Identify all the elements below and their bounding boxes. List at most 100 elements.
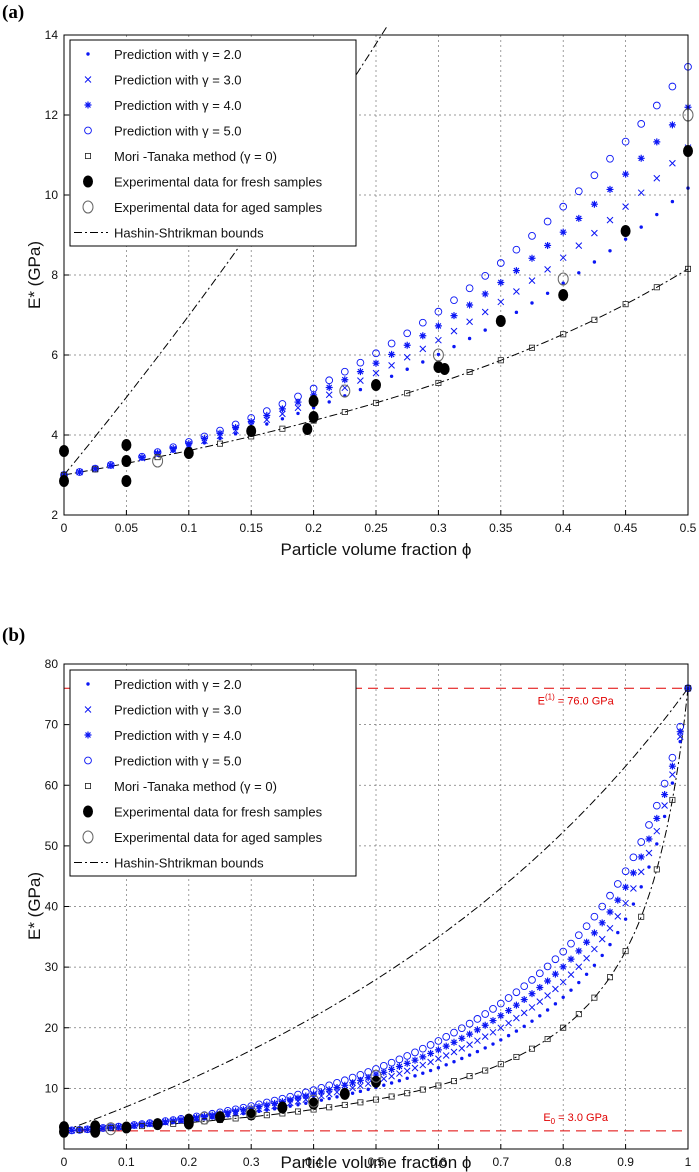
series-point-gamma-5 bbox=[372, 1065, 380, 1073]
reference-line-label: E(1) = 76.0 GPa bbox=[538, 692, 615, 707]
series-point-gamma-2 bbox=[327, 1096, 331, 1101]
series-point-gamma-4 bbox=[310, 1090, 318, 1098]
series-point-gamma-4 bbox=[263, 411, 271, 419]
series-point-gamma-2 bbox=[265, 1108, 269, 1112]
x-tick-label: 0.5 bbox=[368, 1155, 385, 1169]
series-point-gamma-2 bbox=[452, 344, 456, 349]
series-point-gamma-2 bbox=[577, 980, 581, 985]
series-point-gamma-2 bbox=[600, 953, 604, 958]
series-point-gamma-3 bbox=[481, 308, 489, 316]
series-point-gamma-4 bbox=[208, 1111, 216, 1119]
series-point-gamma-4 bbox=[107, 1123, 115, 1131]
legend-label: Experimental data for fresh samples bbox=[114, 805, 323, 820]
series-point-gamma-2 bbox=[499, 1038, 503, 1042]
series-point-gamma-4 bbox=[466, 301, 474, 309]
series-point-gamma-2 bbox=[592, 260, 597, 264]
series-point-gamma-4 bbox=[169, 445, 177, 453]
y-tick-label: 40 bbox=[45, 900, 59, 914]
ticks-a: 0 0.05 0.1 0.15 0.2 0.25 0.3 0.35 0.4 0.45 0.5 2 4 6 8… bbox=[45, 28, 697, 535]
series-point-gamma-0 bbox=[435, 379, 442, 386]
series-point-gamma-3 bbox=[411, 1064, 419, 1072]
series-point-gamma-4 bbox=[528, 990, 536, 998]
legend-label: Hashin-Shtrikman bounds bbox=[114, 226, 264, 241]
experimental-aged-point bbox=[557, 272, 569, 286]
series-point-gamma-5 bbox=[520, 982, 529, 991]
experimental-fresh-point bbox=[371, 379, 381, 391]
series-point-gamma-5 bbox=[504, 994, 513, 1002]
series-point-gamma-3 bbox=[279, 410, 286, 418]
series-point-gamma-5 bbox=[496, 259, 505, 267]
legend-label: Experimental data for aged samples bbox=[114, 830, 323, 845]
x-tick-label: 1 bbox=[685, 1155, 692, 1169]
legend-box bbox=[69, 39, 357, 247]
series-point-gamma-5 bbox=[340, 1076, 349, 1085]
lines-a bbox=[63, 25, 689, 476]
series-point-gamma-0 bbox=[622, 948, 629, 955]
x-tick-label: 0.9 bbox=[617, 1155, 634, 1169]
series-point-gamma-4 bbox=[216, 429, 224, 437]
series-point-gamma-4 bbox=[76, 1126, 84, 1134]
series-point-gamma-2 bbox=[670, 199, 675, 204]
series-point-gamma-5 bbox=[169, 1116, 178, 1124]
series-point-gamma-3 bbox=[357, 377, 364, 384]
series-point-gamma-5 bbox=[403, 329, 412, 338]
experimental-fresh-point bbox=[308, 395, 319, 407]
series-point-gamma-4 bbox=[575, 947, 583, 955]
experimental-aged-point bbox=[105, 1122, 117, 1136]
legend-label: Experimental data for aged samples bbox=[114, 200, 323, 215]
experimental-fresh-point bbox=[215, 1111, 225, 1124]
series-point-gamma-5 bbox=[286, 1092, 295, 1101]
series-point-gamma-4 bbox=[544, 977, 552, 985]
series-point-gamma-5 bbox=[372, 349, 380, 358]
series-point-gamma-2 bbox=[530, 1019, 534, 1023]
series-point-gamma-3 bbox=[505, 1019, 512, 1027]
series-point-gamma-4 bbox=[247, 1104, 255, 1112]
x-tick-label: 0.1 bbox=[180, 521, 197, 535]
series-point-gamma-2 bbox=[678, 739, 682, 744]
series-point-gamma-2 bbox=[421, 360, 425, 364]
y-tick-label: 6 bbox=[51, 348, 58, 362]
x-axis-label-b: Particle volume fraction ϕ bbox=[281, 1153, 472, 1172]
series-point-gamma-3 bbox=[458, 1045, 466, 1052]
series-point-gamma-5 bbox=[465, 1019, 474, 1028]
series-point-gamma-5 bbox=[489, 1005, 497, 1013]
series-point-gamma-2 bbox=[491, 1042, 495, 1046]
series-point-gamma-5 bbox=[75, 468, 84, 476]
series-point-gamma-4 bbox=[497, 1012, 505, 1020]
series-point-gamma-2 bbox=[639, 225, 643, 229]
series-point-gamma-4 bbox=[419, 1053, 427, 1061]
series-point-gamma-4 bbox=[505, 1007, 513, 1015]
series-point-gamma-4 bbox=[427, 1049, 435, 1057]
legend-label: Prediction with γ = 5.0 bbox=[114, 754, 242, 769]
series-point-gamma-5 bbox=[551, 955, 560, 964]
series-point-gamma-4 bbox=[255, 1103, 263, 1111]
series-point-gamma-4 bbox=[567, 955, 575, 963]
series-point-gamma-0 bbox=[232, 1115, 239, 1122]
series-point-gamma-3 bbox=[466, 318, 473, 326]
series-point-gamma-2 bbox=[577, 271, 581, 275]
experimental-aged-point bbox=[308, 1094, 320, 1108]
series-point-gamma-3 bbox=[419, 1061, 427, 1069]
series-point-gamma-5 bbox=[138, 1120, 146, 1128]
series-point-gamma-5 bbox=[621, 867, 630, 876]
series-point-gamma-3 bbox=[653, 174, 661, 182]
series-point-gamma-4 bbox=[434, 1046, 442, 1054]
series-point-gamma-2 bbox=[389, 374, 394, 378]
series-point-gamma-5 bbox=[629, 853, 638, 862]
series-point-gamma-0 bbox=[341, 1101, 348, 1108]
series-point-gamma-5 bbox=[590, 912, 599, 921]
series-point-gamma-3 bbox=[520, 1009, 528, 1017]
series-point-gamma-0 bbox=[92, 466, 99, 473]
series-point-gamma-5 bbox=[512, 988, 521, 997]
series-point-gamma-5 bbox=[294, 392, 302, 401]
series-point-gamma-0 bbox=[450, 1078, 457, 1085]
series-point-gamma-5 bbox=[559, 947, 568, 956]
series-point-gamma-5 bbox=[465, 284, 474, 293]
legend-label: Mori -Tanaka method (γ = 0) bbox=[114, 149, 277, 164]
series-point-gamma-3 bbox=[294, 404, 302, 412]
series-point-gamma-5 bbox=[231, 1105, 240, 1114]
series-point-gamma-3 bbox=[637, 868, 645, 876]
series-point-gamma-0 bbox=[294, 1108, 301, 1115]
series-point-gamma-5 bbox=[294, 1090, 302, 1099]
series-point-gamma-0 bbox=[560, 331, 567, 338]
